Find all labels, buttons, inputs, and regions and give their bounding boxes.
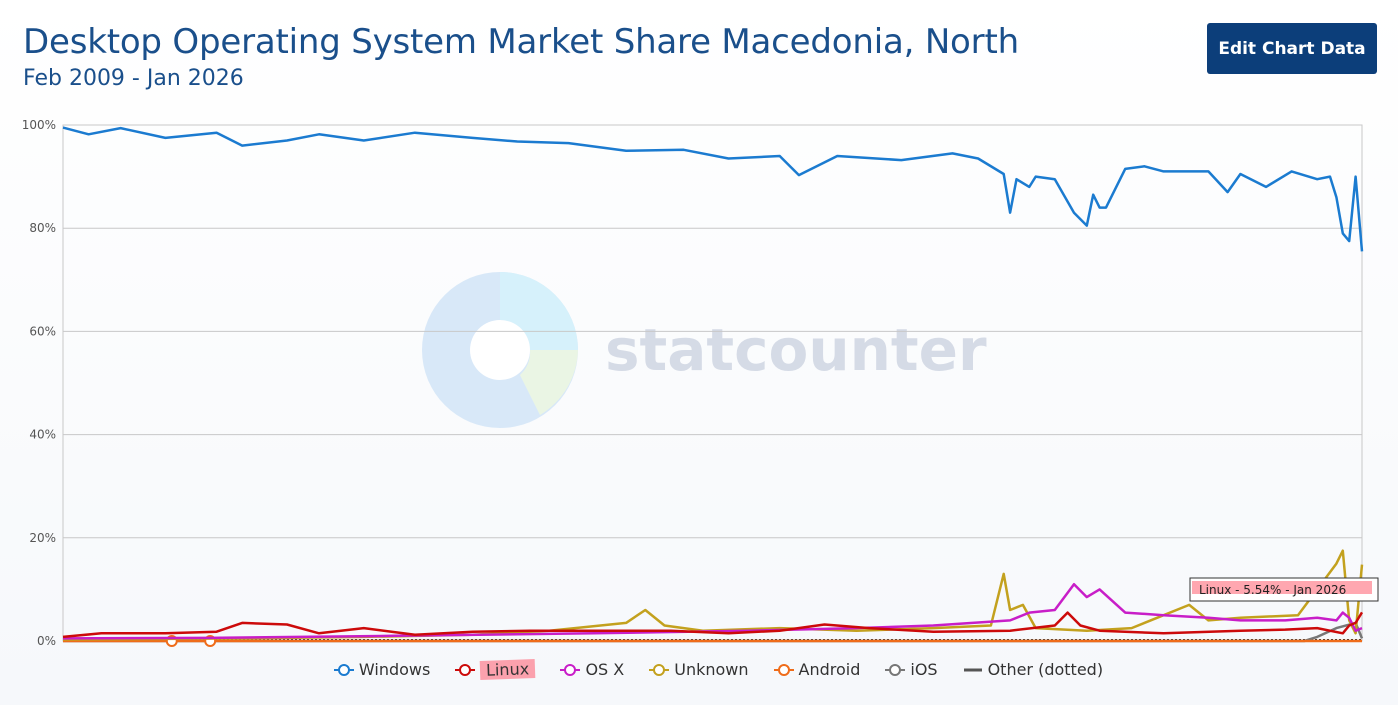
legend-item-other-dotted[interactable]: Other (dotted) <box>962 660 1104 679</box>
legend-label: iOS <box>910 660 938 679</box>
y-tick-label: 0% <box>37 634 56 648</box>
watermark-logo-hole <box>470 320 530 380</box>
legend-marker-icon <box>333 663 354 676</box>
legend-label: Other (dotted) <box>987 660 1104 679</box>
legend-marker-icon <box>773 663 794 676</box>
legend-item-os-x[interactable]: OS X <box>559 660 624 679</box>
watermark-text: statcounter <box>605 316 987 384</box>
chart-title: Desktop Operating System Market Share Ma… <box>23 22 1019 62</box>
legend-item-windows[interactable]: Windows <box>333 660 430 679</box>
tooltip-text: Linux - 5.54% - Jan 2026 <box>1199 583 1346 597</box>
legend-marker-icon <box>560 663 581 676</box>
legend-item-unknown[interactable]: Unknown <box>648 660 749 679</box>
chart-tooltip: Linux - 5.54% - Jan 2026 <box>1189 577 1379 602</box>
chart-legend: Windows Linux OS X Unknown Android iOS Other (… <box>0 659 1398 680</box>
legend-marker-icon <box>885 663 906 676</box>
legend-marker-icon <box>963 668 982 671</box>
legend-label: Unknown <box>674 660 749 679</box>
statcounter-watermark: statcounter <box>422 272 987 428</box>
legend-marker-icon <box>649 663 670 676</box>
y-tick-label: 20% <box>29 531 56 545</box>
series-line-linux <box>62 611 1364 639</box>
y-tick-label: 80% <box>29 221 56 235</box>
watermark-logo-segment-b <box>520 350 578 415</box>
legend-item-ios[interactable]: iOS <box>884 660 938 679</box>
series-line-os-x <box>62 582 1363 640</box>
y-tick-label: 40% <box>29 428 56 442</box>
legend-label: Android <box>798 660 861 679</box>
series-lines <box>62 126 1364 647</box>
watermark-logo-segment-a <box>500 272 578 350</box>
y-axis-labels: 0% 20% 40% 60% 80% 100% <box>22 118 56 648</box>
legend-item-linux[interactable]: Linux <box>454 659 536 680</box>
legend-label: Windows <box>358 660 431 679</box>
y-tick-label: 60% <box>29 324 56 338</box>
series-line-unknown <box>62 549 1364 641</box>
legend-marker-icon <box>455 663 476 676</box>
legend-item-android[interactable]: Android <box>773 660 861 679</box>
legend-label: OS X <box>585 660 625 679</box>
chart-subtitle: Feb 2009 - Jan 2026 <box>23 66 244 91</box>
tooltip-highlight <box>1192 581 1372 594</box>
edit-chart-data-button[interactable]: Edit Chart Data <box>1207 23 1377 74</box>
y-tick-label: 100% <box>22 118 56 132</box>
series-line-windows <box>62 126 1364 252</box>
legend-label: Linux <box>480 659 536 680</box>
